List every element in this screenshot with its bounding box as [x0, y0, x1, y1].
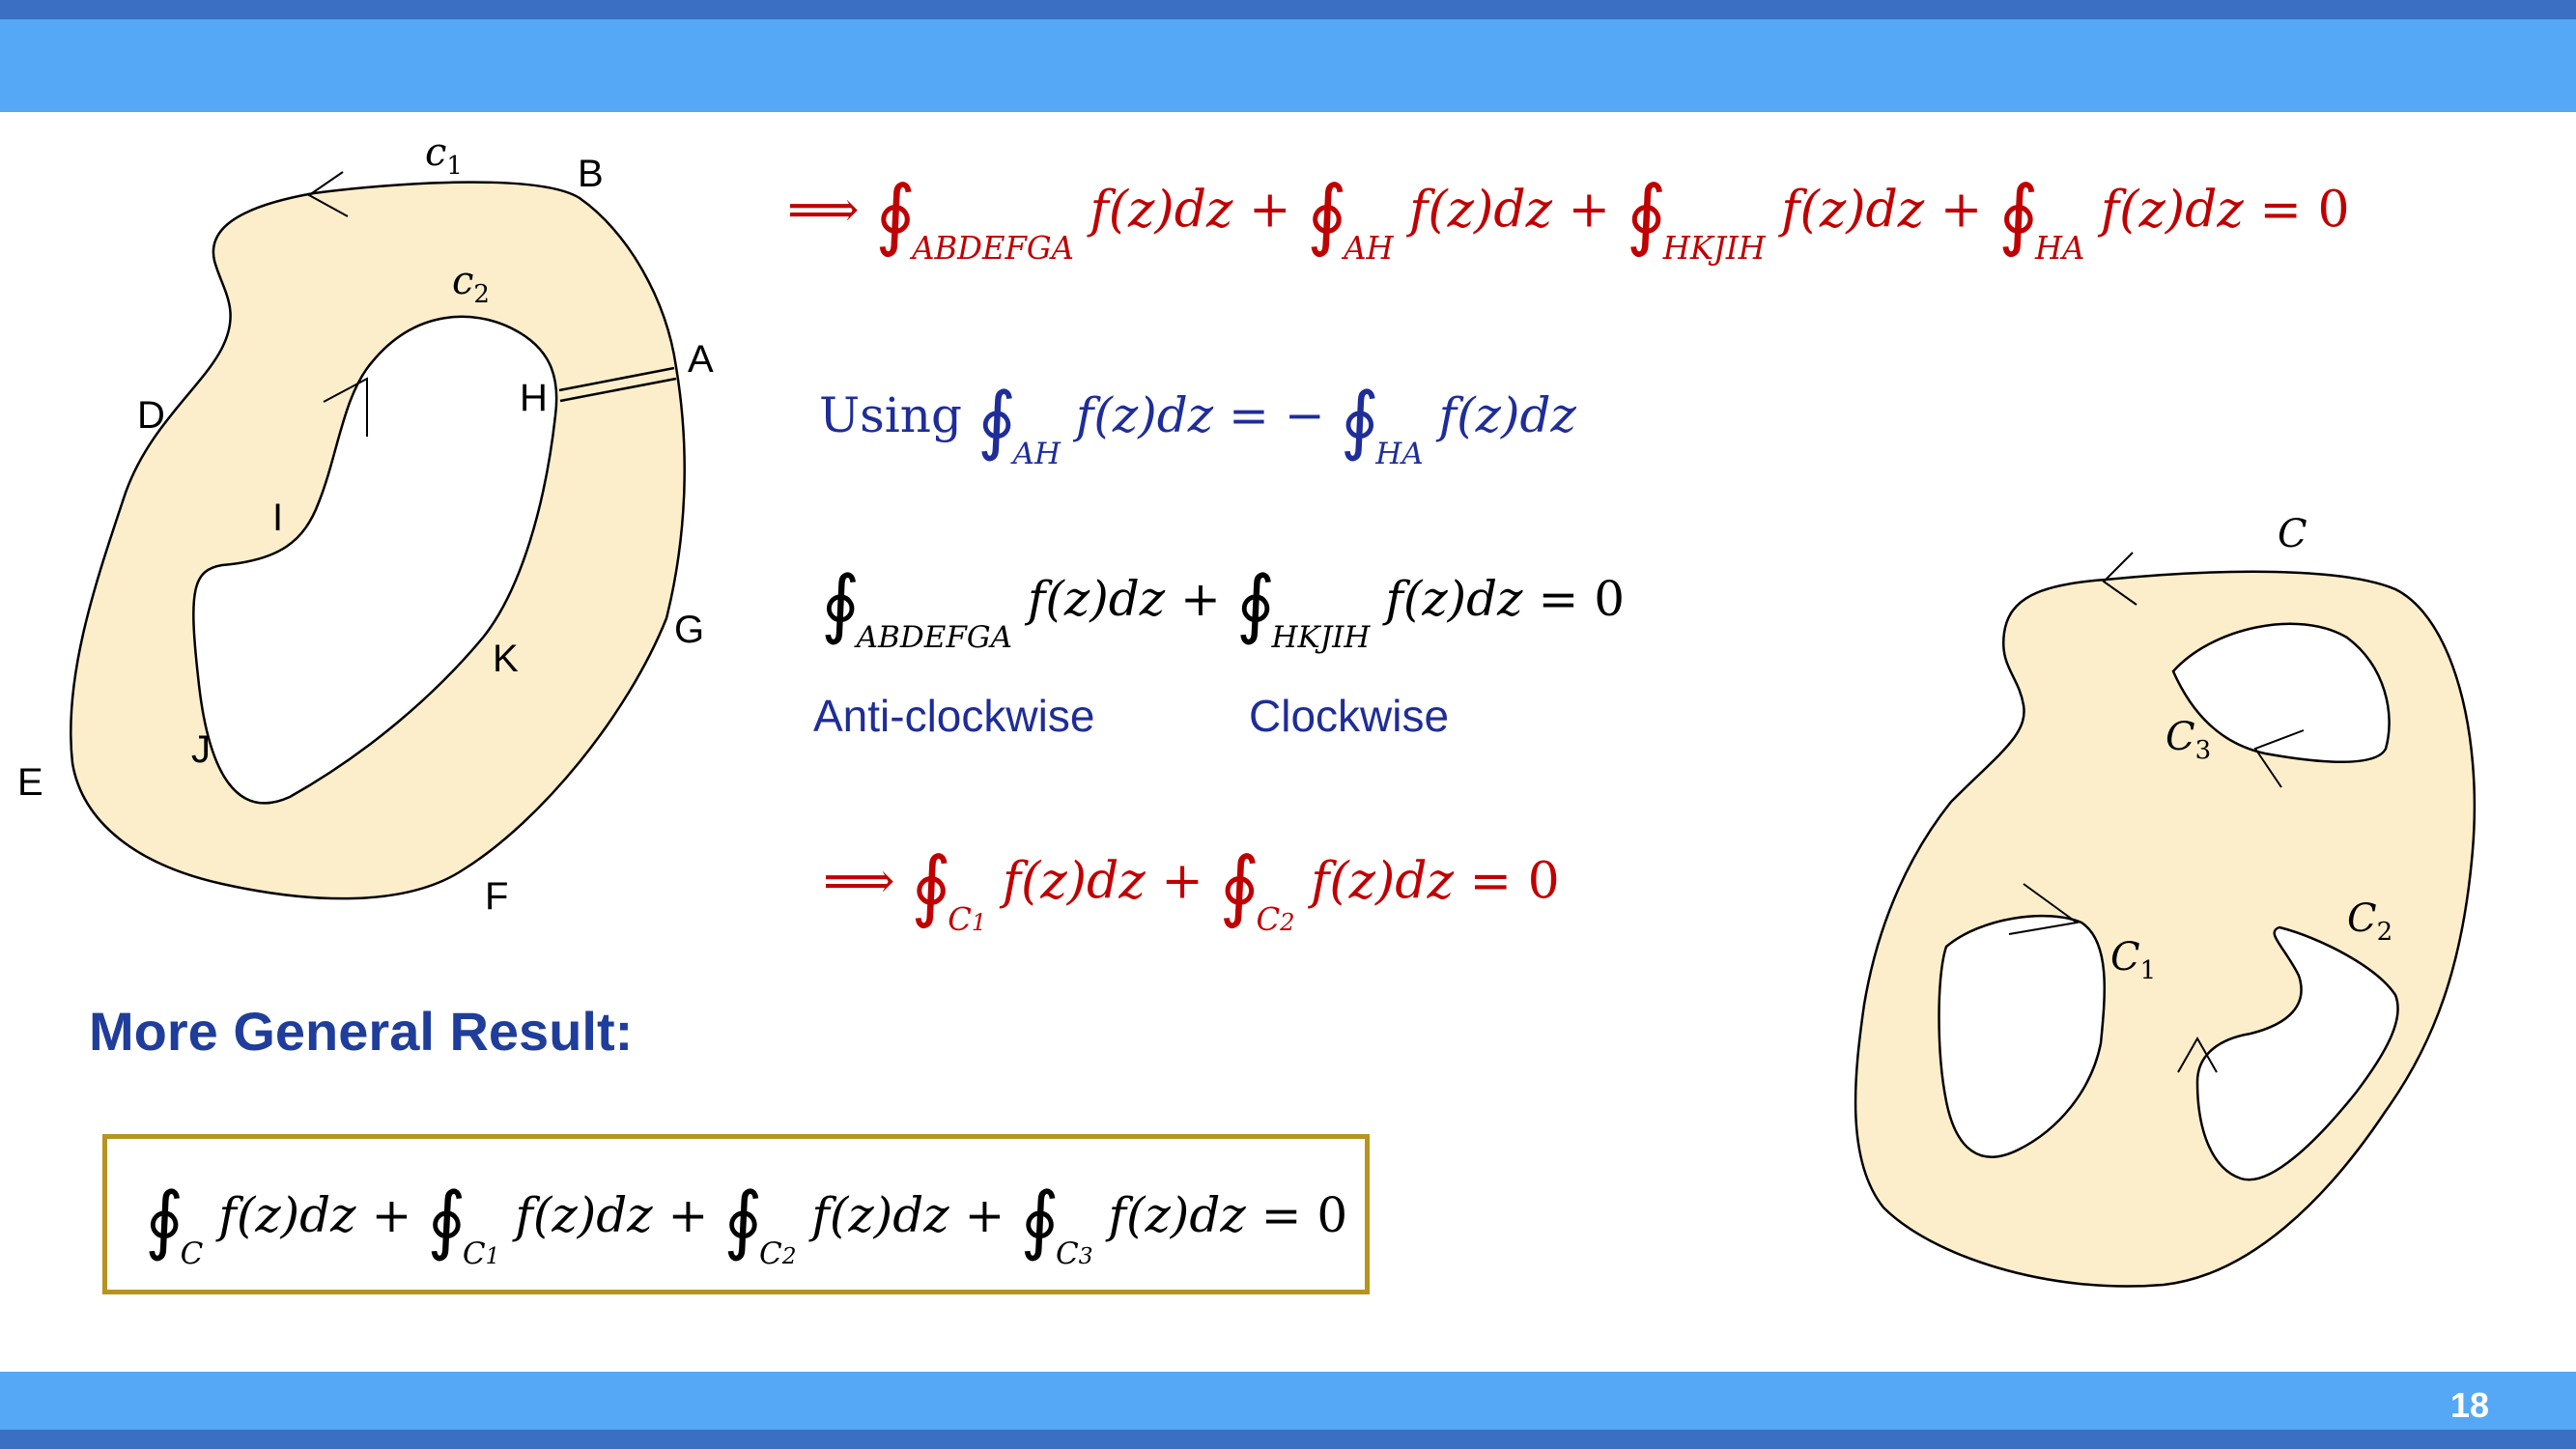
label-F: F	[485, 875, 509, 918]
label-C1: C1	[2110, 935, 2157, 985]
top-bar-edge	[0, 0, 2576, 19]
hole-c1	[1938, 914, 2106, 1158]
label-I: I	[272, 497, 284, 539]
inner-arrow-icon	[323, 377, 368, 437]
c3-arrow-icon	[2253, 729, 2305, 788]
label-C: C	[2278, 512, 2307, 556]
equation-general: ∮C f(z)dz + ∮C1 f(z)dz + ∮C2 f(z)dz + ∮C…	[145, 1177, 1348, 1271]
note-anticlockwise: Anti-clockwise	[813, 691, 1095, 741]
equation-using: Using ∮AH f(z)dz = − ∮HA f(z)dz	[819, 377, 1576, 471]
label-J: J	[191, 728, 211, 771]
label-E: E	[17, 761, 43, 804]
hole-c3	[2171, 622, 2391, 763]
equation-1: ⟹ ∮ABDEFGA f(z)dz + ∮AH f(z)dz + ∮HKJIH …	[787, 169, 2350, 268]
cut-line-bottom	[559, 377, 677, 403]
label-B: B	[578, 153, 604, 195]
bottom-bar: 18	[0, 1372, 2576, 1449]
label-G: G	[674, 609, 705, 651]
general-result-box	[102, 1134, 1370, 1294]
c2-arrow-icon	[2177, 1036, 2218, 1073]
note-clockwise: Clockwise	[1249, 691, 1450, 741]
c-arrow-icon	[2102, 552, 2137, 606]
right-region	[1854, 552, 2477, 1288]
label-D: D	[137, 394, 165, 437]
label-C2: C2	[2347, 896, 2393, 947]
label-A: A	[688, 338, 714, 381]
top-bar	[0, 0, 2576, 112]
label-H: H	[520, 377, 548, 419]
equation-2: ∮ABDEFGA f(z)dz + ∮HKJIH f(z)dz = 0	[821, 560, 1626, 655]
hole-c2	[2195, 925, 2399, 1181]
page-number: 18	[2449, 1385, 2489, 1425]
bottom-bar-edge	[0, 1430, 2576, 1449]
c1-arrow-icon	[2008, 883, 2080, 935]
label-K: K	[493, 638, 519, 680]
label-C3: C3	[2166, 715, 2212, 765]
cut-line-top	[558, 366, 675, 392]
section-heading: More General Result:	[89, 1001, 634, 1062]
label-c2: c2	[452, 259, 490, 309]
outer-arrow-icon	[307, 171, 349, 217]
left-region	[70, 171, 686, 900]
label-c1: c1	[425, 130, 463, 181]
equation-3: ⟹ ∮C1 f(z)dz + ∮C2 f(z)dz = 0	[823, 840, 1560, 939]
left-inner-hole	[192, 315, 558, 805]
